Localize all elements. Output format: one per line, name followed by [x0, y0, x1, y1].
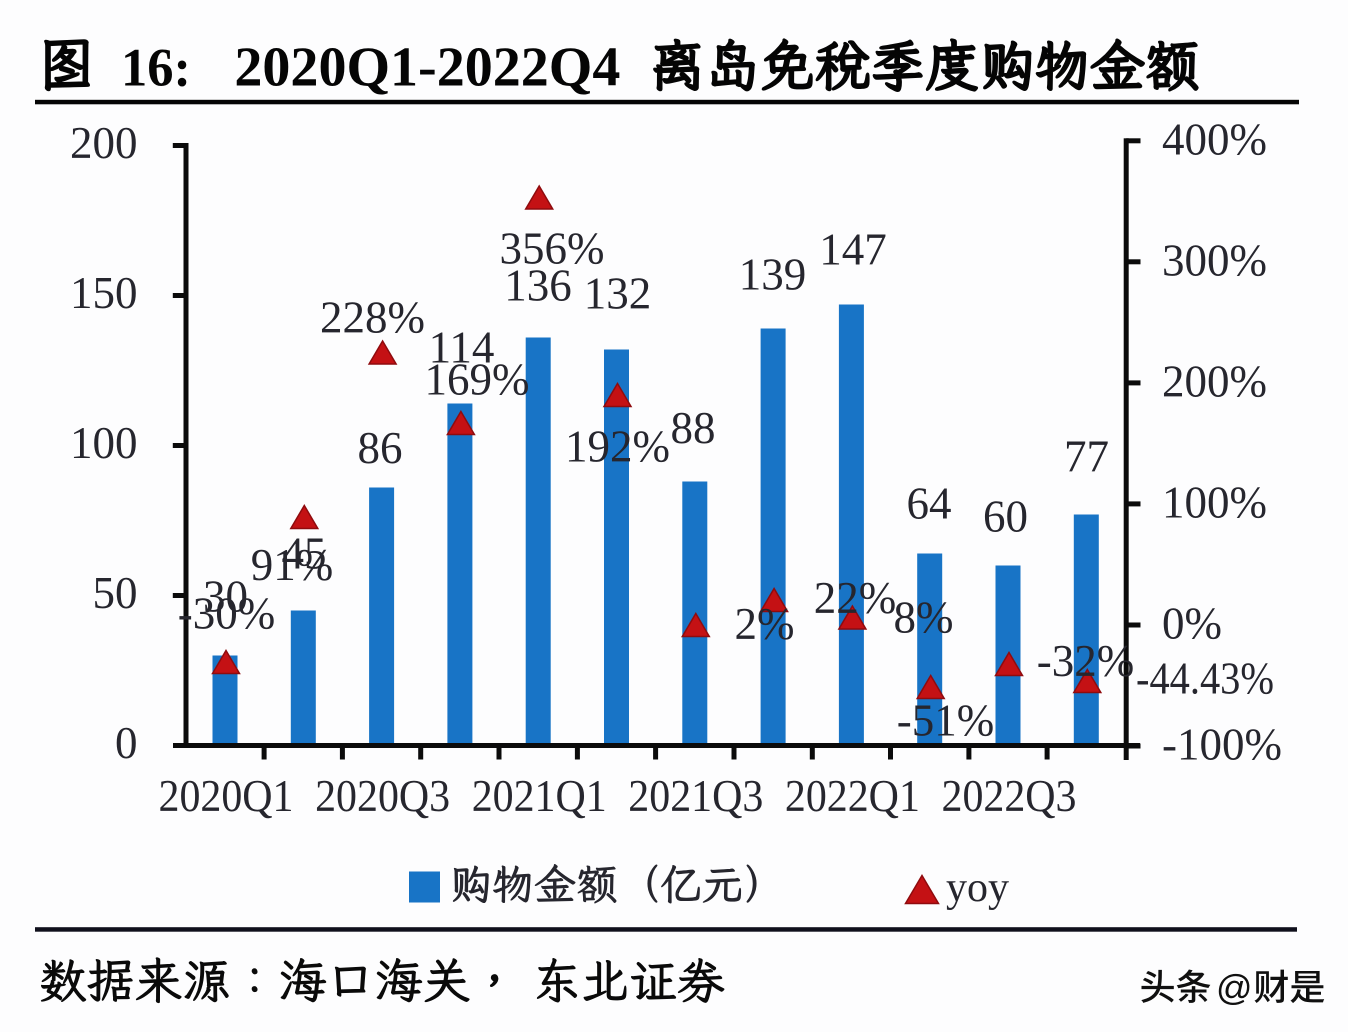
svg-text:30: 30 — [203, 572, 248, 622]
svg-text:yoy: yoy — [946, 865, 1009, 911]
svg-text:2022Q3: 2022Q3 — [942, 771, 1077, 821]
svg-text:-30%: -30% — [178, 589, 275, 639]
svg-text:400%: 400% — [1162, 115, 1267, 165]
svg-text:2020Q3: 2020Q3 — [315, 771, 450, 821]
svg-text:114: 114 — [429, 323, 495, 373]
svg-text:77: 77 — [1064, 432, 1109, 482]
svg-text:150: 150 — [70, 268, 138, 318]
svg-text:228%: 228% — [320, 293, 425, 343]
svg-text:50: 50 — [93, 568, 138, 618]
svg-text:132: 132 — [584, 269, 652, 319]
svg-text:200: 200 — [70, 118, 138, 168]
svg-text:100: 100 — [70, 418, 138, 468]
svg-text:-44.43%: -44.43% — [1136, 654, 1274, 704]
svg-text:-100%: -100% — [1162, 720, 1282, 770]
svg-text:60: 60 — [983, 492, 1028, 542]
svg-text:16:: 16: — [121, 38, 191, 98]
svg-text:169%: 169% — [425, 355, 530, 405]
svg-text:136: 136 — [504, 261, 572, 311]
svg-text:2%: 2% — [735, 599, 795, 649]
svg-text:-51%: -51% — [897, 696, 994, 746]
svg-text:300%: 300% — [1162, 236, 1267, 286]
svg-text:2020Q1-2022Q4: 2020Q1-2022Q4 — [234, 37, 620, 99]
svg-text:91%: 91% — [251, 540, 334, 590]
svg-text:0%: 0% — [1162, 599, 1222, 649]
svg-text:100%: 100% — [1162, 478, 1267, 528]
svg-text:8%: 8% — [894, 593, 954, 643]
svg-text:86: 86 — [358, 423, 403, 473]
svg-text:2022Q1: 2022Q1 — [785, 771, 920, 821]
svg-text:192%: 192% — [565, 422, 670, 472]
svg-text:0: 0 — [115, 718, 138, 768]
svg-text:2021Q3: 2021Q3 — [628, 771, 763, 821]
svg-text:2021Q1: 2021Q1 — [472, 771, 607, 821]
svg-text:356%: 356% — [500, 224, 605, 274]
svg-text:147: 147 — [819, 225, 887, 275]
svg-text:88: 88 — [671, 403, 716, 453]
svg-text:45: 45 — [282, 529, 327, 579]
svg-text:2020Q1: 2020Q1 — [159, 771, 294, 821]
svg-text:139: 139 — [739, 250, 807, 300]
svg-text:200%: 200% — [1162, 357, 1267, 407]
svg-text:64: 64 — [907, 479, 952, 529]
svg-text:22%: 22% — [814, 573, 897, 623]
svg-text:-32%: -32% — [1037, 636, 1134, 686]
